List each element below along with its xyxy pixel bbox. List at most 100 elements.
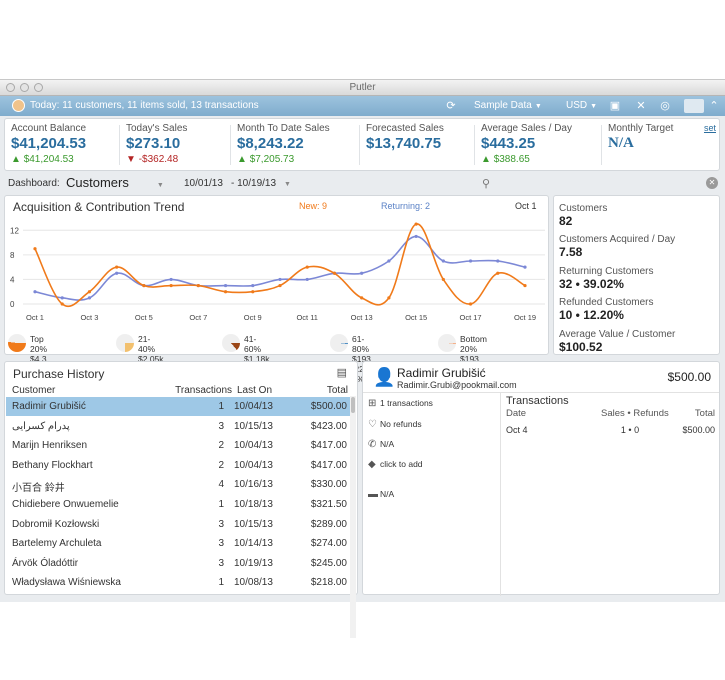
panel-toggle-button[interactable] xyxy=(684,99,704,113)
detail-phone-value: N/A xyxy=(380,439,395,449)
stat-label: Average Sales / Day xyxy=(481,123,572,134)
col-customer[interactable]: Customer xyxy=(12,385,56,396)
tx-row-date: Oct 4 xyxy=(506,425,528,435)
x-tick-label: Oct 19 xyxy=(514,313,536,322)
table-row[interactable]: پدرام کسرایی 3 10/15/13 $423.00 xyxy=(6,417,355,436)
x-tick-label: Oct 1 xyxy=(26,313,44,322)
dashboard-label: Dashboard: xyxy=(8,178,60,189)
clear-search-icon[interactable]: ✕ xyxy=(706,177,718,189)
table-row[interactable]: Radimir Grubišić 1 10/04/13 $500.00 xyxy=(6,397,355,416)
export-icon[interactable]: ▣ xyxy=(609,100,621,112)
window-title: Putler xyxy=(349,82,376,93)
dashboard-select[interactable]: Customers ▼ xyxy=(66,175,164,190)
table-row[interactable]: Árvök Óladóttir 3 10/19/13 $245.00 xyxy=(6,554,355,573)
user-avatar[interactable] xyxy=(12,99,25,112)
cell-transactions: 3 xyxy=(218,518,224,530)
cart-icon: ⊞ xyxy=(368,398,377,409)
data-point-new xyxy=(468,302,473,306)
table-row[interactable]: Marijn Henriksen 2 10/04/13 $417.00 xyxy=(6,436,355,455)
minimize-window-button[interactable] xyxy=(20,83,29,92)
cell-last-on: 10/15/13 xyxy=(234,420,273,432)
table-row[interactable]: Chidiebere Onwuemelie 1 10/18/13 $321.50 xyxy=(6,495,355,514)
cell-transactions: 1 xyxy=(218,499,224,510)
data-point-new xyxy=(223,290,228,294)
stat-change: ▲ $41,204.53 xyxy=(11,154,74,165)
cell-total: $274.00 xyxy=(310,538,347,550)
cell-customer: Dobromił Kozłowski xyxy=(12,518,100,530)
list-scrollbar[interactable] xyxy=(350,396,356,638)
data-point-returning xyxy=(169,277,173,282)
search-icon[interactable]: ⚲ xyxy=(482,178,491,190)
stat-value: $8,243.22 xyxy=(237,135,304,152)
table-row[interactable]: Bartelemy Archuleta 3 10/14/13 $274.00 xyxy=(6,534,355,553)
summary-panel: Customers 82 Customers Acquired / Day 7.58… xyxy=(553,195,720,355)
table-row[interactable]: 小百合 鈴井 4 10/16/13 $330.00 xyxy=(6,475,355,494)
stat-value: $443.25 xyxy=(481,135,536,152)
x-tick-label: Oct 11 xyxy=(296,313,318,322)
today-summary: Today: 11 customers, 11 items sold, 13 t… xyxy=(30,100,259,111)
cell-transactions: 3 xyxy=(218,557,224,569)
chevron-down-icon: ▼ xyxy=(284,181,291,188)
col-total[interactable]: Total xyxy=(326,385,348,396)
table-row[interactable]: Bethany Flockhart 2 10/04/13 $417.00 xyxy=(6,456,355,475)
stat-label: Today's Sales xyxy=(126,123,188,134)
table-row[interactable]: Dobromił Kozłowski 3 10/15/13 $289.00 xyxy=(6,515,355,534)
detail-tags[interactable]: ◆ click to add xyxy=(368,459,423,470)
tag-icon: ◆ xyxy=(368,459,376,470)
date-to-dropdown[interactable]: - 10/19/13 ▼ xyxy=(231,178,291,189)
chevron-down-icon: ▼ xyxy=(590,103,598,110)
col-transactions[interactable]: Transactions xyxy=(175,385,232,396)
bucket-label: Bottom 20% xyxy=(460,334,487,354)
currency-dropdown[interactable]: USD ▼ xyxy=(566,100,597,111)
currency-label: USD xyxy=(566,100,588,111)
trend-chart[interactable]: 0 4 8 12 Oct 1 Oct 3 Oct 5 Oct 7 Oct 9 Oct 11 Oct … xyxy=(5,212,550,337)
data-point-new xyxy=(523,283,527,288)
zoom-window-button[interactable] xyxy=(34,83,43,92)
summary-value: 32 • 39.02% xyxy=(559,277,624,291)
export-list-icon[interactable]: ▤ xyxy=(336,367,347,379)
customer-email[interactable]: Radimir.Grubi@pookmail.com xyxy=(397,380,517,390)
tools-icon[interactable]: ✕ xyxy=(636,100,646,112)
tx-col-sales-refunds: Sales • Refunds xyxy=(601,408,669,419)
date-from[interactable]: 10/01/13 xyxy=(184,178,223,189)
data-point-new xyxy=(142,283,146,288)
cell-transactions: 2 xyxy=(218,459,224,471)
cell-transactions: 1 xyxy=(218,577,224,589)
set-target-link[interactable]: set xyxy=(703,123,716,133)
bucket-pie xyxy=(222,334,240,352)
data-point-returning xyxy=(523,265,527,269)
close-window-button[interactable] xyxy=(6,83,15,92)
dashboard-selected-value: Customers xyxy=(66,175,129,190)
dashboard-bar: Dashboard: Customers ▼ 10/01/13 - 10/19/1… xyxy=(0,175,725,193)
cell-last-on: 10/18/13 xyxy=(234,499,273,510)
tx-col-total: Total xyxy=(694,408,715,419)
help-icon[interactable]: ◎ xyxy=(660,100,670,112)
cell-total: $417.00 xyxy=(310,440,347,452)
data-point-new xyxy=(414,222,418,226)
cell-customer: Bethany Flockhart xyxy=(12,459,93,471)
x-tick-label: Oct 9 xyxy=(244,313,262,322)
cell-last-on: 10/19/13 xyxy=(234,557,273,569)
refresh-icon[interactable]: ⟳ xyxy=(446,100,456,112)
col-last-on[interactable]: Last On xyxy=(237,385,273,396)
data-point-new xyxy=(332,271,337,275)
summary-customers: Customers 82 xyxy=(559,203,607,228)
detail-refunds-value: No refunds xyxy=(380,419,422,429)
y-tick-label: 8 xyxy=(10,251,15,260)
cell-last-on: 10/04/13 xyxy=(234,459,273,471)
detail-shipping: ▬ N/A xyxy=(368,489,394,500)
summary-label: Customers xyxy=(559,203,608,214)
customer-name: Radimir Grubišić xyxy=(397,366,486,380)
cell-transactions: 1 xyxy=(218,401,224,412)
bucket-pie xyxy=(8,334,26,352)
person-icon: 👤 xyxy=(373,367,396,387)
chevron-up-icon[interactable]: ⌃ xyxy=(709,100,719,112)
table-row[interactable]: Władysława Wiśniewska 1 10/08/13 $218.00 xyxy=(6,573,355,592)
series-line-new xyxy=(34,223,526,308)
sample-data-dropdown[interactable]: Sample Data ▼ xyxy=(474,100,542,111)
detail-transactions: ⊞ 1 transactions xyxy=(368,398,433,409)
stat-label: Account Balance xyxy=(11,123,87,134)
cell-customer: 小百合 鈴井 xyxy=(12,483,65,495)
toolbar: Today: 11 customers, 11 items sold, 13 t… xyxy=(0,96,725,116)
legend-new: New: 9 xyxy=(299,201,328,211)
